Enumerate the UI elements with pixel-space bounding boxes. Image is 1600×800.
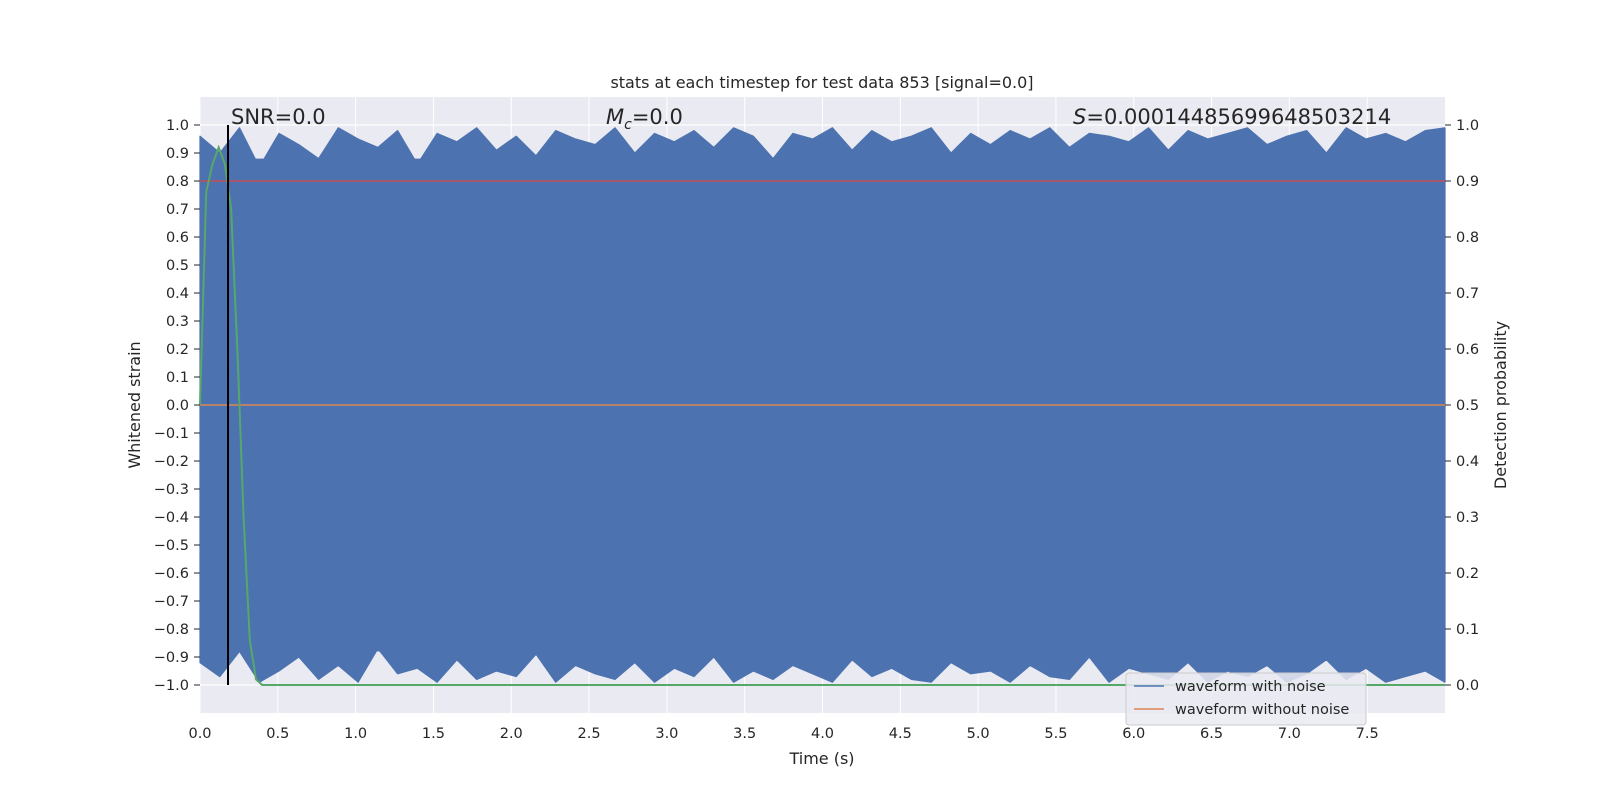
y-tick-label: 0.9 xyxy=(166,146,189,162)
x-tick-label: 3.0 xyxy=(655,726,678,742)
plot-content xyxy=(199,125,1446,686)
legend: waveform with noise waveform without noi… xyxy=(1125,672,1367,726)
x-tick-label: 6.5 xyxy=(1200,726,1223,742)
y-tick-label: 0.4 xyxy=(166,286,189,302)
x-axis: 0.0 0.5 1.0 1.5 2.0 2.5 3.0 3.5 4.0 4.5 5.0 5.5 6.0 6… xyxy=(188,726,1378,742)
y-tick-label: −0.9 xyxy=(154,650,189,666)
y-right-tick-label: 1.0 xyxy=(1456,118,1479,134)
mc-value: =0.0 xyxy=(632,105,683,129)
s-symbol: S xyxy=(1073,105,1086,129)
y-tick-label: 0.0 xyxy=(166,398,189,414)
y-right-tick-label: 0.7 xyxy=(1456,286,1479,302)
y-right-tick-label: 0.4 xyxy=(1456,454,1479,470)
mc-subscript: c xyxy=(624,117,632,133)
y-axis-label: Whitened strain xyxy=(125,341,144,468)
x-tick-label: 7.5 xyxy=(1356,726,1379,742)
x-tick-label: 0.5 xyxy=(266,726,289,742)
y-tick-label: 0.7 xyxy=(166,202,189,218)
x-tick-label: 1.5 xyxy=(422,726,445,742)
mc-annotation: Mc=0.0 xyxy=(606,105,683,133)
y-right-tick-label: 0.3 xyxy=(1456,510,1479,526)
y-right-tick-label: 0.0 xyxy=(1456,678,1479,694)
y-right-axis-label: Detection probability xyxy=(1491,321,1510,489)
y-tick-label: −0.8 xyxy=(154,622,189,638)
y-tick-label: −0.4 xyxy=(154,510,189,526)
y-right-tick-label: 0.6 xyxy=(1456,342,1479,358)
x-tick-label: 5.5 xyxy=(1044,726,1067,742)
chart-title: stats at each timestep for test data 853… xyxy=(610,73,1033,92)
x-tick-label: 7.0 xyxy=(1278,726,1301,742)
y-axis-right: 1.0 0.9 0.8 0.7 0.6 0.5 0.4 0.3 0.2 0.1 0.0 xyxy=(1445,118,1479,694)
legend-label-clean: waveform without noise xyxy=(1175,702,1349,718)
y-tick-label: 0.5 xyxy=(166,258,189,274)
x-tick-label: 4.0 xyxy=(811,726,834,742)
x-tick-label: 0.0 xyxy=(188,726,211,742)
y-right-tick-label: 0.1 xyxy=(1456,622,1479,638)
y-tick-label: −0.3 xyxy=(154,482,189,498)
y-tick-label: −0.1 xyxy=(154,426,189,442)
y-tick-label: 0.3 xyxy=(166,314,189,330)
y-tick-label: 0.1 xyxy=(166,370,189,386)
x-tick-label: 4.5 xyxy=(889,726,912,742)
x-tick-label: 6.0 xyxy=(1122,726,1145,742)
series-detection-probability xyxy=(199,144,1445,686)
y-right-tick-label: 0.5 xyxy=(1456,398,1479,414)
legend-label-noise: waveform with noise xyxy=(1175,679,1326,695)
x-tick-label: 2.0 xyxy=(500,726,523,742)
y-right-tick-label: 0.2 xyxy=(1456,566,1479,582)
x-tick-label: 2.5 xyxy=(578,726,601,742)
s-annotation: S=0.00014485699648503214 xyxy=(1073,105,1391,129)
y-tick-label: −0.2 xyxy=(154,454,189,470)
x-axis-label: Time (s) xyxy=(788,749,854,768)
mc-symbol: M xyxy=(606,105,624,129)
y-tick-label: −1.0 xyxy=(154,678,189,694)
y-tick-label: 1.0 xyxy=(166,118,189,134)
x-tick-label: 1.0 xyxy=(344,726,367,742)
s-value: =0.00014485699648503214 xyxy=(1086,105,1391,129)
y-axis-left: 1.0 0.9 0.8 0.7 0.6 0.5 0.4 0.3 0.2 0.1 0.0 −0.1 −0.… xyxy=(154,118,200,694)
y-tick-label: −0.7 xyxy=(154,594,189,610)
y-right-tick-label: 0.8 xyxy=(1456,230,1479,246)
y-tick-label: −0.5 xyxy=(154,538,189,554)
x-tick-label: 5.0 xyxy=(967,726,990,742)
x-tick-label: 3.5 xyxy=(733,726,756,742)
y-tick-label: 0.6 xyxy=(166,230,189,246)
y-tick-label: 0.2 xyxy=(166,342,189,358)
snr-annotation: SNR=0.0 xyxy=(231,105,326,129)
y-tick-label: 0.8 xyxy=(166,174,189,190)
y-right-tick-label: 0.9 xyxy=(1456,174,1479,190)
legend-box xyxy=(1125,672,1367,726)
y-tick-label: −0.6 xyxy=(154,566,189,582)
